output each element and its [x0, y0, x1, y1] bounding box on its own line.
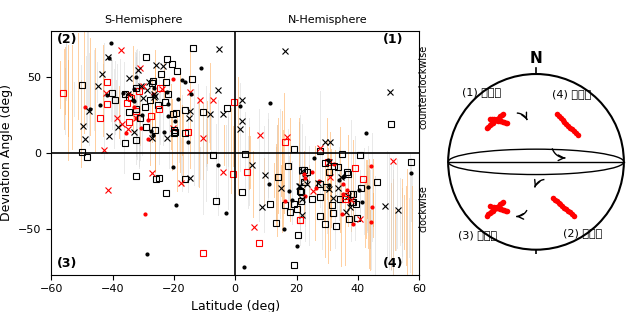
Text: (1): (1): [383, 33, 403, 46]
Text: S-Hemisphere: S-Hemisphere: [104, 15, 182, 25]
Text: (3): (3): [58, 257, 77, 270]
Text: (4) 多数派: (4) 多数派: [552, 90, 591, 100]
Text: (3) 少数派: (3) 少数派: [458, 230, 497, 240]
Text: (1) 少数派: (1) 少数派: [462, 87, 501, 97]
Text: (4): (4): [383, 257, 403, 270]
Text: counterclockwise: counterclockwise: [419, 45, 429, 129]
Text: clockwise: clockwise: [419, 186, 429, 232]
Text: (2) 多数派: (2) 多数派: [563, 228, 602, 238]
Y-axis label: Deviation Angle (deg): Deviation Angle (deg): [0, 84, 13, 222]
X-axis label: Latitude (deg): Latitude (deg): [191, 300, 280, 312]
Text: N-Hemisphere: N-Hemisphere: [287, 15, 367, 25]
Text: (2): (2): [58, 33, 78, 46]
Text: N: N: [530, 51, 542, 66]
